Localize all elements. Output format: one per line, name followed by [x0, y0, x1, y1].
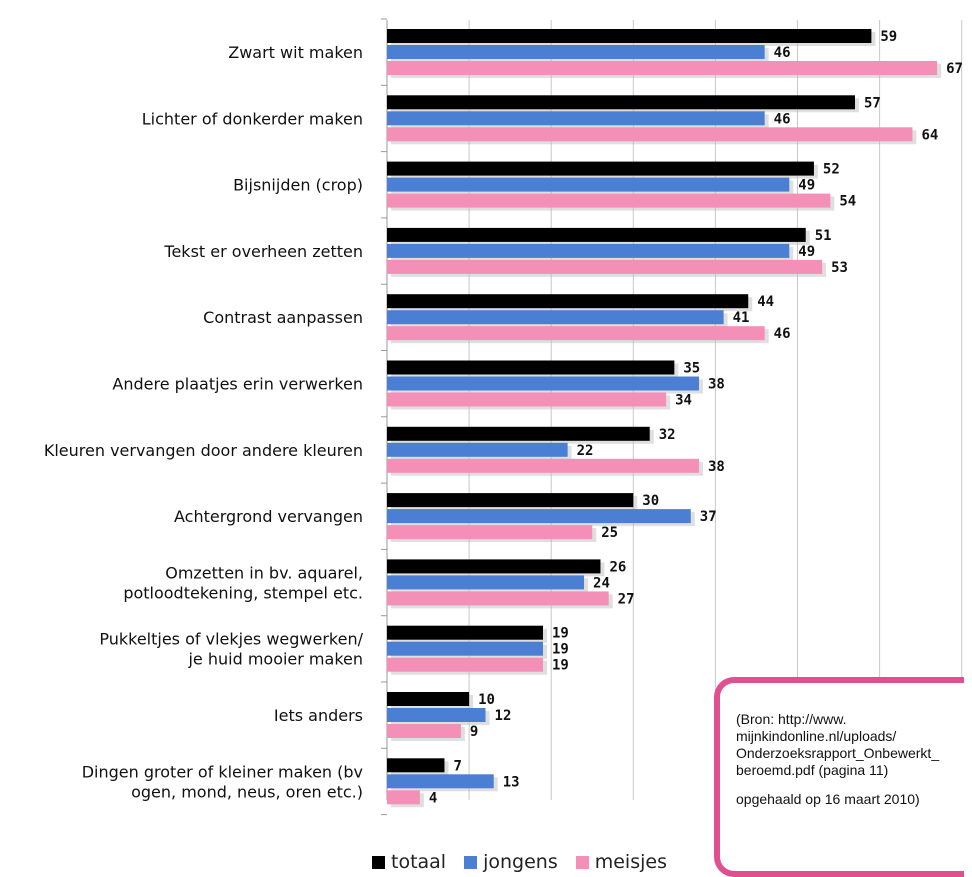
- value-label-totaal: 52: [823, 162, 840, 178]
- value-label-jongens: 49: [798, 244, 815, 260]
- legend-item-totaal: totaal: [372, 851, 446, 873]
- value-label-totaal: 51: [815, 228, 832, 244]
- bar-totaal: [387, 95, 855, 109]
- value-label-jongens: 46: [774, 45, 791, 61]
- source-line-1: (Bron: http://www. mijnkindonline.nl/upl…: [736, 711, 964, 779]
- value-label-jongens: 22: [577, 443, 594, 459]
- bar-totaal: [387, 758, 444, 772]
- value-label-totaal: 19: [552, 626, 569, 642]
- value-label-meisjes: 25: [601, 525, 618, 541]
- legend-item-meisjes: meisjes: [576, 851, 667, 873]
- value-label-jongens: 12: [495, 708, 512, 724]
- bar-totaal: [387, 692, 469, 706]
- bar-meisjes: [387, 790, 420, 804]
- legend-swatch-meisjes: [576, 856, 589, 869]
- bar-meisjes: [387, 393, 666, 407]
- bar-jongens: [387, 509, 691, 523]
- value-label-meisjes: 54: [839, 194, 856, 210]
- bar-jongens: [387, 443, 568, 457]
- bar-totaal: [387, 626, 543, 640]
- bar-meisjes: [387, 658, 543, 672]
- value-label-meisjes: 4: [429, 790, 437, 806]
- value-label-totaal: 32: [659, 427, 676, 443]
- bar-meisjes: [387, 525, 592, 539]
- bar-jongens: [387, 45, 765, 59]
- value-label-totaal: 30: [642, 493, 659, 509]
- bar-meisjes: [387, 194, 830, 208]
- bar-jongens: [387, 575, 584, 589]
- value-label-jongens: 37: [700, 509, 717, 525]
- category-label: Achtergrond vervangen: [174, 507, 363, 526]
- legend: totaal jongens meisjes: [372, 851, 667, 873]
- value-label-jongens: 24: [593, 575, 610, 591]
- category-label: Zwart wit maken: [228, 43, 363, 62]
- bar-jongens: [387, 244, 789, 258]
- category-label: Pukkeltjes of vlekjes wegwerken/je huid …: [99, 630, 363, 669]
- legend-label-jongens: jongens: [483, 851, 558, 873]
- bar-meisjes: [387, 326, 765, 340]
- value-label-jongens: 38: [708, 377, 725, 393]
- bar-meisjes: [387, 591, 609, 605]
- value-label-meisjes: 53: [831, 260, 848, 276]
- category-label: Dingen groter of kleiner maken (bv ogen, …: [82, 762, 363, 801]
- bar-jongens: [387, 111, 765, 125]
- bar-meisjes: [387, 127, 912, 141]
- bar-totaal: [387, 294, 748, 308]
- value-label-totaal: 7: [453, 758, 461, 774]
- value-label-jongens: 46: [774, 111, 791, 127]
- bar-totaal: [387, 162, 814, 176]
- value-label-totaal: 10: [478, 692, 495, 708]
- bar-jongens: [387, 310, 724, 324]
- bar-jongens: [387, 708, 486, 722]
- bar-totaal: [387, 361, 674, 375]
- value-label-meisjes: 67: [946, 61, 963, 77]
- value-label-meisjes: 64: [921, 127, 938, 143]
- category-label: Kleuren vervangen door andere kleuren: [44, 441, 363, 460]
- bar-jongens: [387, 774, 494, 788]
- legend-label-totaal: totaal: [391, 851, 446, 873]
- value-label-totaal: 26: [609, 559, 626, 575]
- value-label-jongens: 19: [552, 642, 569, 658]
- category-label: Tekst er overheen zetten: [163, 242, 363, 261]
- bar-meisjes: [387, 459, 699, 473]
- category-label: Bijsnijden (crop): [233, 176, 363, 195]
- source-line-2: opgehaald op 16 maart 2010): [736, 791, 964, 808]
- bar-meisjes: [387, 61, 937, 75]
- value-label-jongens: 41: [733, 310, 750, 326]
- bar-totaal: [387, 228, 806, 242]
- value-label-totaal: 44: [757, 294, 774, 310]
- bar-jongens: [387, 377, 699, 391]
- source-note: (Bron: http://www. mijnkindonline.nl/upl…: [714, 677, 964, 877]
- category-label: Iets anders: [274, 706, 363, 725]
- bar-jongens: [387, 178, 789, 192]
- value-label-totaal: 57: [864, 95, 881, 111]
- value-label-meisjes: 27: [618, 591, 635, 607]
- value-label-meisjes: 46: [774, 326, 791, 342]
- category-label: Lichter of donkerder maken: [142, 109, 363, 128]
- bar-totaal: [387, 427, 650, 441]
- category-label: Contrast aanpassen: [203, 308, 363, 327]
- value-label-jongens: 13: [503, 774, 520, 790]
- bar-meisjes: [387, 724, 461, 738]
- value-label-jongens: 49: [798, 178, 815, 194]
- value-label-totaal: 35: [683, 361, 700, 377]
- value-label-totaal: 59: [880, 29, 897, 45]
- legend-swatch-jongens: [464, 856, 477, 869]
- bar-totaal: [387, 29, 871, 43]
- value-label-meisjes: 38: [708, 459, 725, 475]
- legend-swatch-totaal: [372, 856, 385, 869]
- category-label: Omzetten in bv. aquarel, potloodtekening,…: [123, 563, 363, 602]
- bar-jongens: [387, 642, 543, 656]
- bar-meisjes: [387, 260, 822, 274]
- legend-item-jongens: jongens: [464, 851, 558, 873]
- category-label: Andere plaatjes erin verwerken: [112, 375, 363, 394]
- value-label-meisjes: 9: [470, 724, 478, 740]
- bar-totaal: [387, 559, 600, 573]
- value-label-meisjes: 19: [552, 658, 569, 674]
- value-label-meisjes: 34: [675, 393, 692, 409]
- legend-label-meisjes: meisjes: [595, 851, 667, 873]
- bar-totaal: [387, 493, 633, 507]
